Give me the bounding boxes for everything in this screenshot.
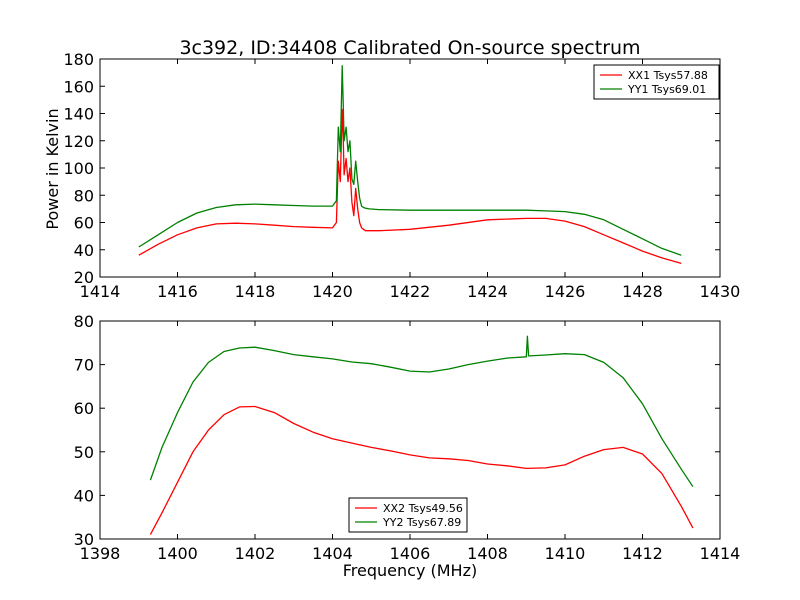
legend-label: YY1 Tsys69.01 <box>627 83 706 96</box>
y-tick-label: 80 <box>74 312 94 331</box>
x-tick-label: 1430 <box>700 282 741 301</box>
x-axis-label: Frequency (MHz) <box>343 561 477 580</box>
y-tick-label: 60 <box>74 399 94 418</box>
y-tick-label: 70 <box>74 356 94 375</box>
x-tick-label: 1404 <box>312 544 353 563</box>
y-tick-label: 160 <box>63 77 94 96</box>
x-tick-label: 1398 <box>80 544 121 563</box>
legend-label: XX1 Tsys57.88 <box>628 69 708 82</box>
x-tick-label: 1422 <box>390 282 431 301</box>
x-tick-label: 1412 <box>622 544 663 563</box>
x-tick-label: 1424 <box>467 282 508 301</box>
y-tick-label: 60 <box>74 214 94 233</box>
bottom-spectrum-panel: 1398 1400 1402 1404 1406 1408 1410 1412 1414 30 40… <box>74 312 741 563</box>
x-tick-label: 1414 <box>700 544 741 563</box>
y-tick-label: 180 <box>63 50 94 69</box>
x-tick-label: 1400 <box>157 544 198 563</box>
series-line-red <box>149 405 694 535</box>
y-tick-label: 140 <box>63 105 94 124</box>
x-tick-label: 1418 <box>235 282 276 301</box>
y-tick-label: 50 <box>74 443 94 462</box>
x-tick-label: 1414 <box>80 282 121 301</box>
x-tick-label: 1406 <box>390 544 431 563</box>
legend-box <box>348 497 468 533</box>
series-line-red <box>138 108 682 265</box>
chart-title: 3c392, ID:34408 Calibrated On-source spe… <box>179 37 640 59</box>
y-tick-label: 40 <box>74 241 94 260</box>
y-axis-label: Power in Kelvin <box>43 108 62 229</box>
legend-label: XX2 Tsys49.56 <box>383 502 463 515</box>
y-tick-label: 80 <box>74 186 94 205</box>
legend-box <box>593 64 720 100</box>
top-spectrum-panel: 1414 1416 1418 1420 1422 1424 1426 1428 1430 20 40… <box>63 50 740 301</box>
legend-label: YY2 Tsys67.89 <box>382 516 461 529</box>
y-tick-label: 30 <box>74 530 94 549</box>
x-tick-label: 1410 <box>545 544 586 563</box>
x-tick-label: 1426 <box>545 282 586 301</box>
y-tick-label: 100 <box>63 159 94 178</box>
y-tick-label: 40 <box>74 486 94 505</box>
y-tick-label: 120 <box>63 132 94 151</box>
x-tick-label: 1416 <box>157 282 198 301</box>
y-tick-label: 20 <box>74 268 94 287</box>
x-tick-label: 1420 <box>312 282 353 301</box>
x-tick-label: 1402 <box>235 544 276 563</box>
series-line-green <box>138 65 682 256</box>
x-tick-label: 1428 <box>622 282 663 301</box>
x-tick-label: 1408 <box>467 544 508 563</box>
series-line-green <box>149 335 694 488</box>
